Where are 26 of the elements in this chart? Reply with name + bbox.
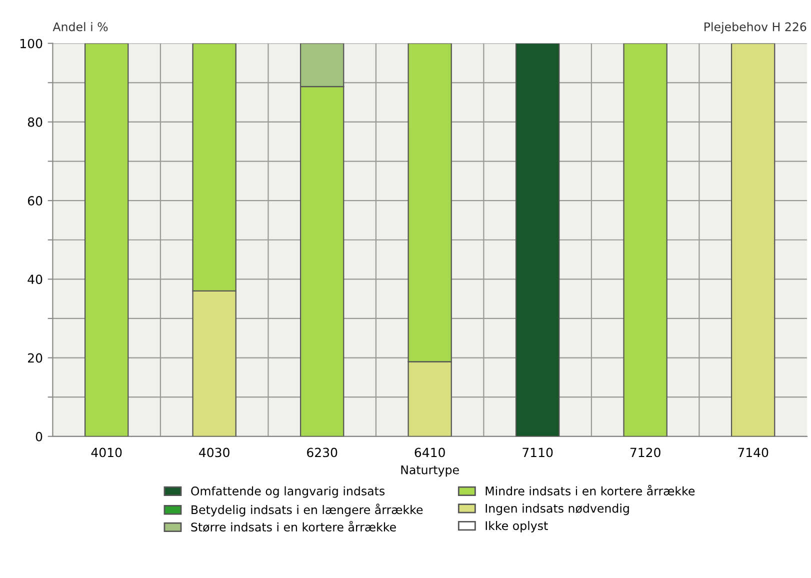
x-tick-label: 6230 bbox=[307, 448, 338, 458]
legend-label: Omfattende og langvarig indsats bbox=[191, 486, 385, 498]
x-tick-label: 4010 bbox=[91, 448, 122, 458]
y-tick-label: 20 bbox=[28, 353, 42, 363]
y-tick-label: 100 bbox=[20, 38, 42, 48]
chart-title: Plejebehov H 226 bbox=[704, 22, 806, 34]
x-axis-title: Naturtype bbox=[401, 466, 459, 477]
legend-label: Ingen indsats nødvendig bbox=[486, 504, 629, 516]
y-tick-label: 80 bbox=[28, 117, 42, 127]
bar bbox=[623, 43, 668, 436]
bar bbox=[515, 43, 560, 436]
x-tick-label: 7120 bbox=[630, 448, 660, 458]
x-tick-label: 4030 bbox=[199, 448, 230, 458]
legend-label: Større indsats i en kortere årrække bbox=[191, 520, 396, 532]
legend-label: Betydelig indsats i en længere årrække bbox=[192, 504, 423, 516]
bar bbox=[730, 43, 776, 436]
y-tick-label: 0 bbox=[36, 432, 42, 442]
legend-label: Mindre indsats i en kortere årrække bbox=[486, 484, 695, 496]
x-tick-label: 7110 bbox=[522, 448, 553, 458]
legend-label: Ikke oplyst bbox=[486, 520, 548, 532]
y-axis-title: Andel i % bbox=[52, 22, 108, 32]
bar bbox=[84, 43, 129, 436]
y-tick-label: 40 bbox=[28, 274, 42, 284]
y-tick-label: 60 bbox=[28, 196, 42, 206]
x-tick-label: 6410 bbox=[414, 448, 445, 458]
x-tick-label: 7140 bbox=[738, 448, 768, 458]
